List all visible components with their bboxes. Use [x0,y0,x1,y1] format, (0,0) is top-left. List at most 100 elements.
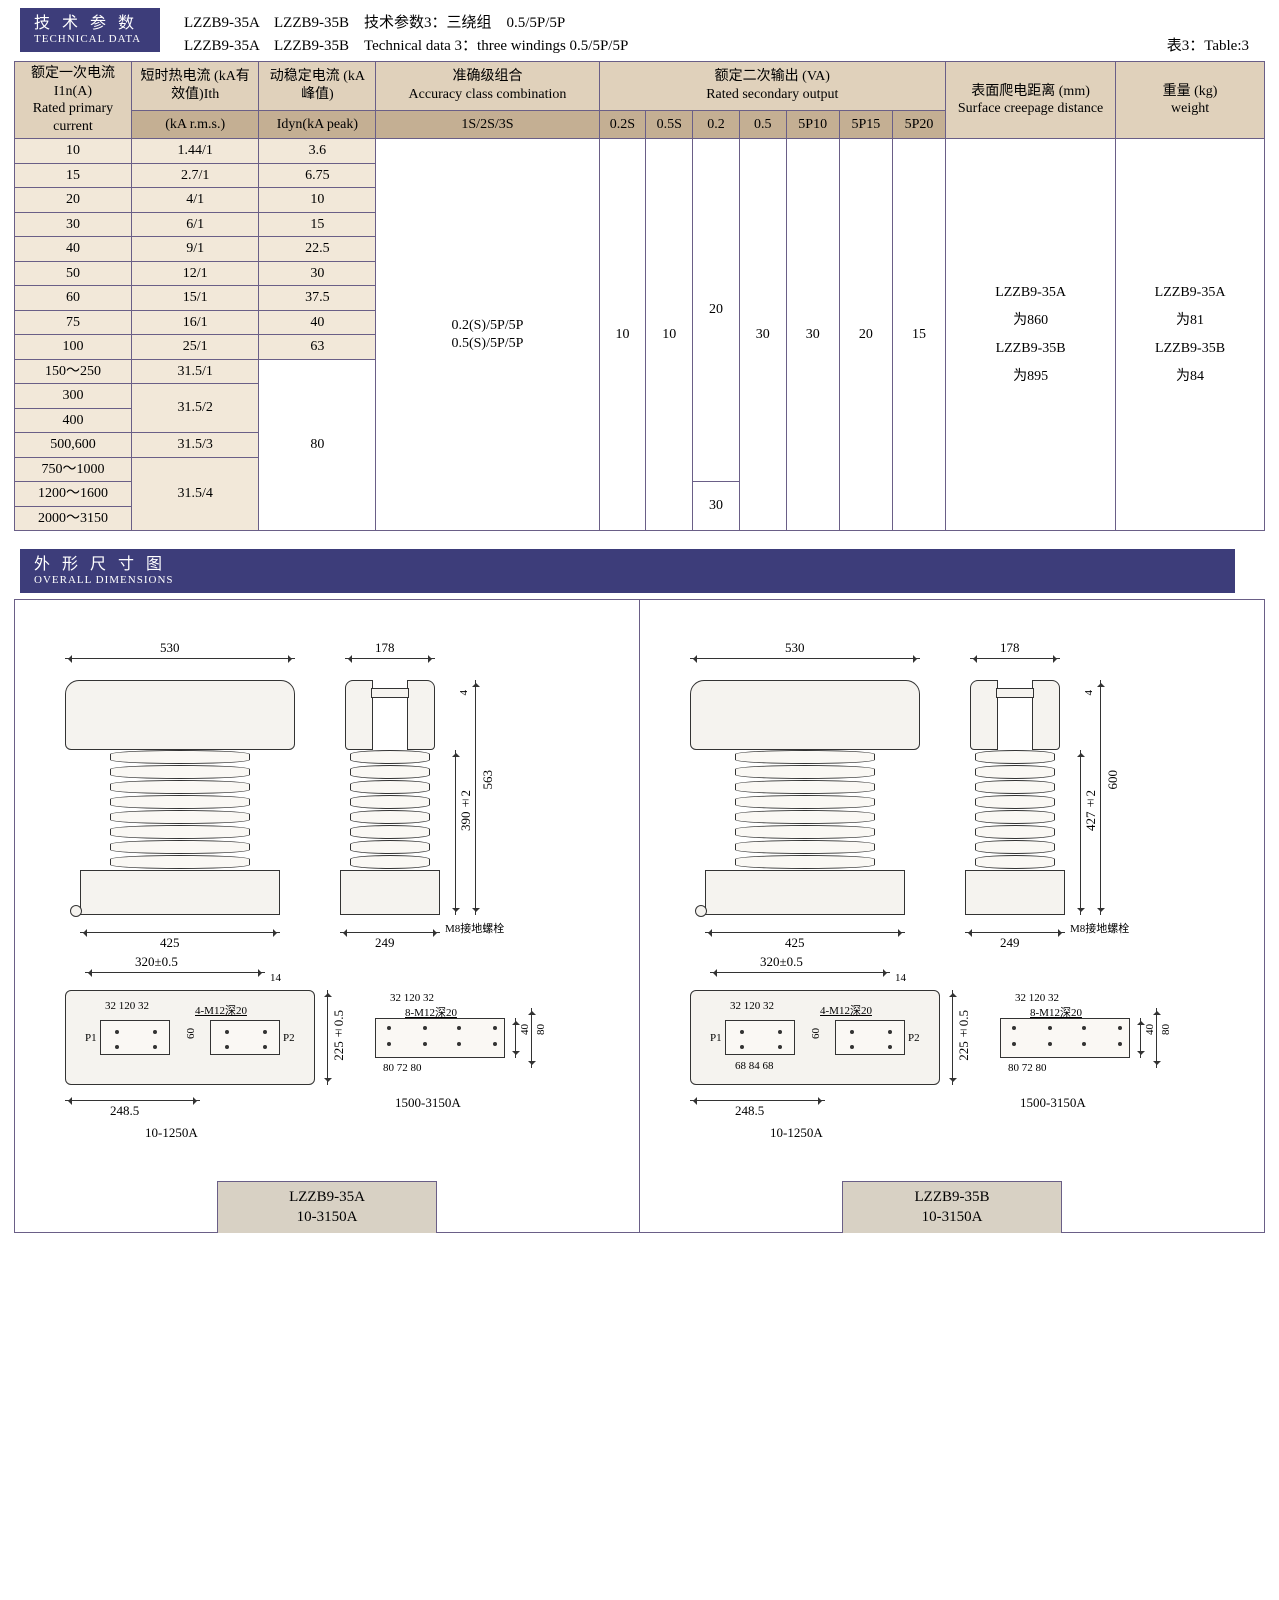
front-ribs [735,750,875,870]
cell-primary: 100 [15,335,132,360]
dimensions-badge: 外 形 尺 寸 图 OVERALL DIMENSIONS [20,549,1235,593]
dim-249: 249 [1000,935,1020,951]
p2: P2 [908,1032,920,1044]
header-line2: LZZB9-35A LZZB9-35B Technical data 3：thr… [184,35,1259,58]
cell-primary: 15 [15,163,132,188]
range2: 1500-3150A [1020,1095,1086,1111]
drawing-right-col: 530425178249600427±24M8接地螺栓P1P260320±0.5… [640,600,1264,1232]
cell-ith: 25/1 [131,335,259,360]
cell-primary: 20 [15,188,132,213]
side-base [965,870,1065,915]
th-accuracy: 准确级组合 Accuracy class combination [376,62,599,111]
cell-idyn: 3.6 [259,139,376,164]
p2: P2 [283,1032,295,1044]
cell-creep: LZZB9-35A为860LZZB9-35B为895 [946,139,1116,531]
cell-05: 30 [739,139,786,531]
model-label-right: LZZB9-35B10-3150A [842,1181,1062,1233]
bolt-label: M8接地螺栓 [445,920,504,936]
dim-320: 320±0.5 [135,954,178,970]
dim-14: 14 [270,972,281,984]
cell-idyn: 40 [259,310,376,335]
dim-60: 60 [185,1028,197,1039]
cell-idyn: 10 [259,188,376,213]
rb-32-120-32: 32 120 32 [390,992,434,1004]
cell-idyn: 22.5 [259,237,376,262]
cell-05s: 10 [646,139,693,531]
side-ribs [350,750,430,870]
cell-ith: 9/1 [131,237,259,262]
th-05s: 0.5S [646,110,693,138]
side-bridge [371,688,409,698]
term-note: 4-M12深20 [195,1002,247,1018]
cell-primary: 500,600 [15,433,132,458]
dim-2485: 248.5 [735,1103,764,1119]
cell-02-alt: 30 [693,482,740,531]
badge-en: TECHNICAL DATA [34,33,146,46]
dim-425: 425 [160,935,180,951]
cell-primary: 300 [15,384,132,409]
cell-idyn: 6.75 [259,163,376,188]
technical-data-badge: 技 术 参 数 TECHNICAL DATA [20,8,160,52]
th-output: 额定二次输出 (VA) Rated secondary output [599,62,945,111]
bolt-label: M8接地螺栓 [1070,920,1129,936]
range2: 1500-3150A [395,1095,461,1111]
dim-249: 249 [375,935,395,951]
cell-02s: 10 [599,139,646,531]
dim-68-84-68: 68 84 68 [735,1060,774,1072]
rb-40: 40 [1144,1024,1156,1035]
rb-80: 80 [1160,1024,1172,1035]
rb-80: 80 [535,1024,547,1035]
front-cap [690,680,920,750]
dim-14: 14 [895,972,906,984]
p1: P1 [85,1032,97,1044]
cell-weight: LZZB9-35A为81LZZB9-35B为84 [1116,139,1265,531]
rb-32-120-32: 32 120 32 [1015,992,1059,1004]
cell-primary: 40 [15,237,132,262]
range1: 10-1250A [145,1125,198,1141]
table-number: 表3：Table:3 [1167,34,1249,55]
cell-primary: 30 [15,212,132,237]
cell-idyn: 30 [259,261,376,286]
cell-idyn: 15 [259,212,376,237]
dim-320: 320±0.5 [760,954,803,970]
badge-cn: 技 术 参 数 [34,15,138,32]
front-base [80,870,280,915]
rb-bottom: 80 72 80 [1008,1062,1047,1074]
side-cap-r [1032,680,1060,750]
technical-data-table: 额定一次电流 I1n(A) Rated primary current 短时热电… [14,61,1265,531]
th-idyn-top: 动稳定电流 (kA峰值) [259,62,376,111]
drawing-left: 530425178249563390±24M8接地螺栓P1P260320±0.5… [25,620,629,1180]
cell-ith: 31.5/3 [131,433,259,458]
cell-5p15: 20 [839,139,892,531]
cell-primary: 750～1000 [15,457,132,482]
front-ribs [110,750,250,870]
th-ith-sub: (kA r.m.s.) [131,110,259,138]
side-cap-r [407,680,435,750]
side-cap-l [345,680,373,750]
th-5p20: 5P20 [892,110,945,138]
cell-ith: 6/1 [131,212,259,237]
rb-bottom: 80 72 80 [383,1062,422,1074]
side-ribs [975,750,1055,870]
dim-4: 4 [1083,690,1095,696]
dim-4: 4 [458,690,470,696]
dim-inner: 427±2 [1083,790,1099,831]
th-02s: 0.2S [599,110,646,138]
front-lug [695,905,707,917]
dim-2485: 248.5 [110,1103,139,1119]
front-lug [70,905,82,917]
th-creep: 表面爬电距离 (mm) Surface creepage distance [946,62,1116,139]
cell-ith: 31.5/4 [131,457,259,531]
side-bridge [996,688,1034,698]
cell-ith: 12/1 [131,261,259,286]
dim-height: 563 [480,770,496,790]
model-label-left: LZZB9-35A10-3150A [217,1181,437,1233]
cell-5p20: 15 [892,139,945,531]
rb-note: 8-M12深20 [405,1004,457,1020]
cell-ith: 31.5/1 [131,359,259,384]
dim-60: 60 [810,1028,822,1039]
cell-ith: 4/1 [131,188,259,213]
cell-primary: 75 [15,310,132,335]
th-idyn-sub: Idyn(kA peak) [259,110,376,138]
cell-ith: 31.5/2 [131,384,259,433]
